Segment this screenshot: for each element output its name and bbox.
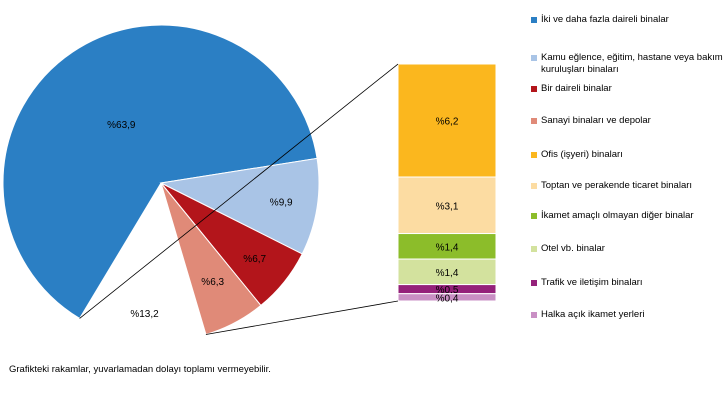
legend-item: Halka açık ikamet yerleri (531, 309, 724, 321)
connector-line-bottom (205, 300, 399, 335)
legend-label: Kamu eğlence, eğitim, hastane veya bakım… (541, 52, 723, 75)
legend-item: İkamet amaçlı olmayan diğer binalar (531, 210, 724, 222)
chart-footnote: Grafikteki rakamlar, yuvarlamadan dolayı… (9, 364, 271, 375)
bar-segment (397, 63, 497, 178)
pie-slice (2, 24, 318, 320)
legend-swatch (531, 280, 537, 286)
pie-slice-label: %6,3 (201, 277, 224, 288)
legend-item: Bir daireli binalar (531, 83, 724, 95)
pie-slice-label: %63,9 (107, 120, 136, 131)
legend-swatch (531, 312, 537, 318)
legend-label: İki ve daha fazla daireli binalar (541, 14, 669, 25)
legend-item: Kamu eğlence, eğitim, hastane veya bakım… (531, 52, 724, 76)
bar-segment-label: %1,4 (436, 268, 459, 279)
legend-item: Ofis (işyeri) binaları (531, 149, 724, 161)
bar-segment-label: %6,2 (436, 117, 459, 128)
bar-segment-label: %3,1 (436, 201, 459, 212)
legend-swatch (531, 17, 537, 23)
legend-item: Otel vb. binalar (531, 243, 724, 255)
legend-swatch (531, 118, 537, 124)
legend-swatch (531, 152, 537, 158)
pie-slice (79, 183, 206, 342)
legend-label: Sanayi binaları ve depolar (541, 115, 651, 126)
legend-swatch (531, 246, 537, 252)
legend-item: Sanayi binaları ve depolar (531, 115, 724, 127)
legend-item: Trafik ve iletişim binaları (531, 277, 724, 289)
legend-item: İki ve daha fazla daireli binalar (531, 14, 724, 26)
bar-segment-label: %0,5 (436, 285, 459, 296)
bar-segment (397, 293, 497, 302)
legend-label: Trafik ve iletişim binaları (541, 277, 643, 288)
pie-slice-label: %6,7 (243, 254, 266, 265)
legend-label: Toptan ve perakende ticaret binaları (541, 180, 693, 191)
pie-slice-label: %9,9 (270, 198, 293, 209)
legend-swatch (531, 86, 537, 92)
legend-swatch (531, 55, 537, 61)
bar-segment-label: %1,4 (436, 242, 459, 253)
legend-item: Toptan ve perakende ticaret binaları (531, 180, 724, 192)
pie-slice (159, 157, 320, 255)
bar-segment-label: %0,4 (436, 293, 459, 304)
connector-line-top (79, 63, 399, 319)
legend-label: Bir daireli binalar (541, 83, 612, 94)
legend-label: Otel vb. binalar (541, 243, 605, 254)
legend-swatch (531, 183, 537, 189)
legend-label: İkamet amaçlı olmayan diğer binalar (541, 210, 694, 221)
legend-swatch (531, 213, 537, 219)
legend-label: Ofis (işyeri) binaları (541, 149, 623, 160)
bar-segment (397, 258, 497, 286)
pie-slice-label: %13,2 (130, 309, 159, 320)
legend-label: Halka açık ikamet yerleri (541, 309, 645, 320)
